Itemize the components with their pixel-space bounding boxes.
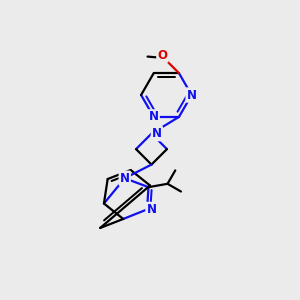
Text: N: N <box>120 172 130 185</box>
Text: N: N <box>149 110 159 123</box>
Text: O: O <box>158 49 167 62</box>
Text: N: N <box>146 203 157 216</box>
Text: N: N <box>152 127 162 140</box>
Text: N: N <box>187 88 196 101</box>
